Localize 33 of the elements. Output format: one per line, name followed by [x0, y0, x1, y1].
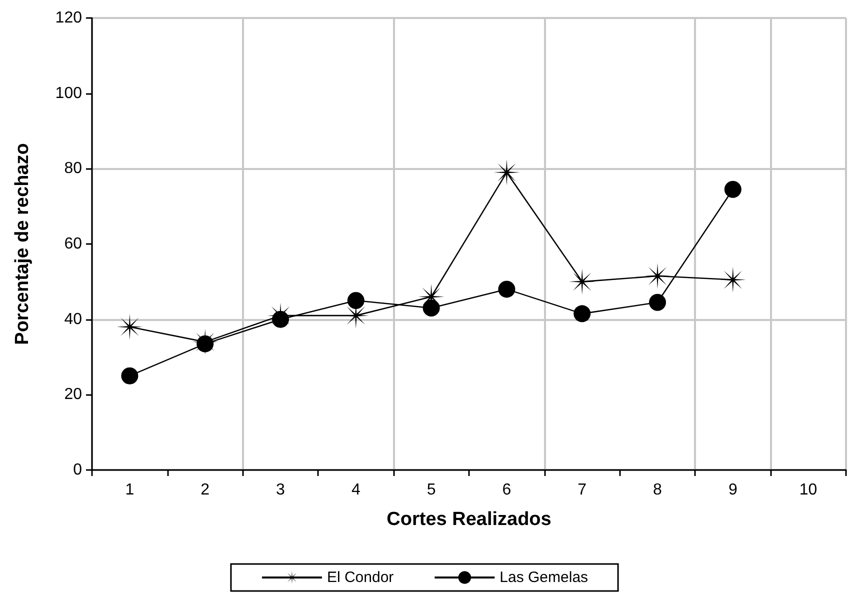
y-tick-label: 40: [64, 310, 82, 328]
x-tick-label: 2: [200, 482, 210, 498]
point: [498, 280, 516, 298]
x-tick-label: 7: [578, 482, 587, 498]
point: [116, 314, 143, 340]
legend-label: Las Gemelas: [500, 569, 588, 586]
x-tick-label: 6: [502, 482, 512, 498]
point: [121, 367, 138, 384]
x-tick-label: 9: [728, 482, 738, 498]
y-tick-label: 80: [64, 160, 82, 178]
x-tick-label: 5: [426, 482, 436, 498]
x-axis-title: Cortes Realizados: [386, 509, 552, 530]
y-tick-label: 60: [64, 236, 82, 252]
y-axis-title: Porcentaje de rechazo: [12, 143, 33, 345]
y-tick-label: 20: [64, 386, 82, 404]
point: [649, 294, 666, 311]
point: [720, 266, 746, 293]
point: [192, 328, 218, 355]
x-tick-label: 1: [125, 482, 134, 498]
y-tick-label: 120: [55, 10, 82, 26]
point: [347, 292, 364, 309]
x-tick-label: 4: [351, 482, 360, 498]
y-tick-label: 0: [73, 462, 82, 478]
y-tick-label: 100: [55, 84, 82, 102]
point: [569, 268, 596, 295]
x-tick-label: 3: [276, 482, 286, 498]
point: [422, 300, 440, 317]
point: [494, 159, 520, 186]
point: [574, 305, 591, 322]
x-tick-label: 8: [653, 482, 662, 498]
legend-label: El Condor: [326, 569, 394, 586]
point: [724, 180, 742, 198]
x-tick-label: 10: [799, 482, 818, 498]
